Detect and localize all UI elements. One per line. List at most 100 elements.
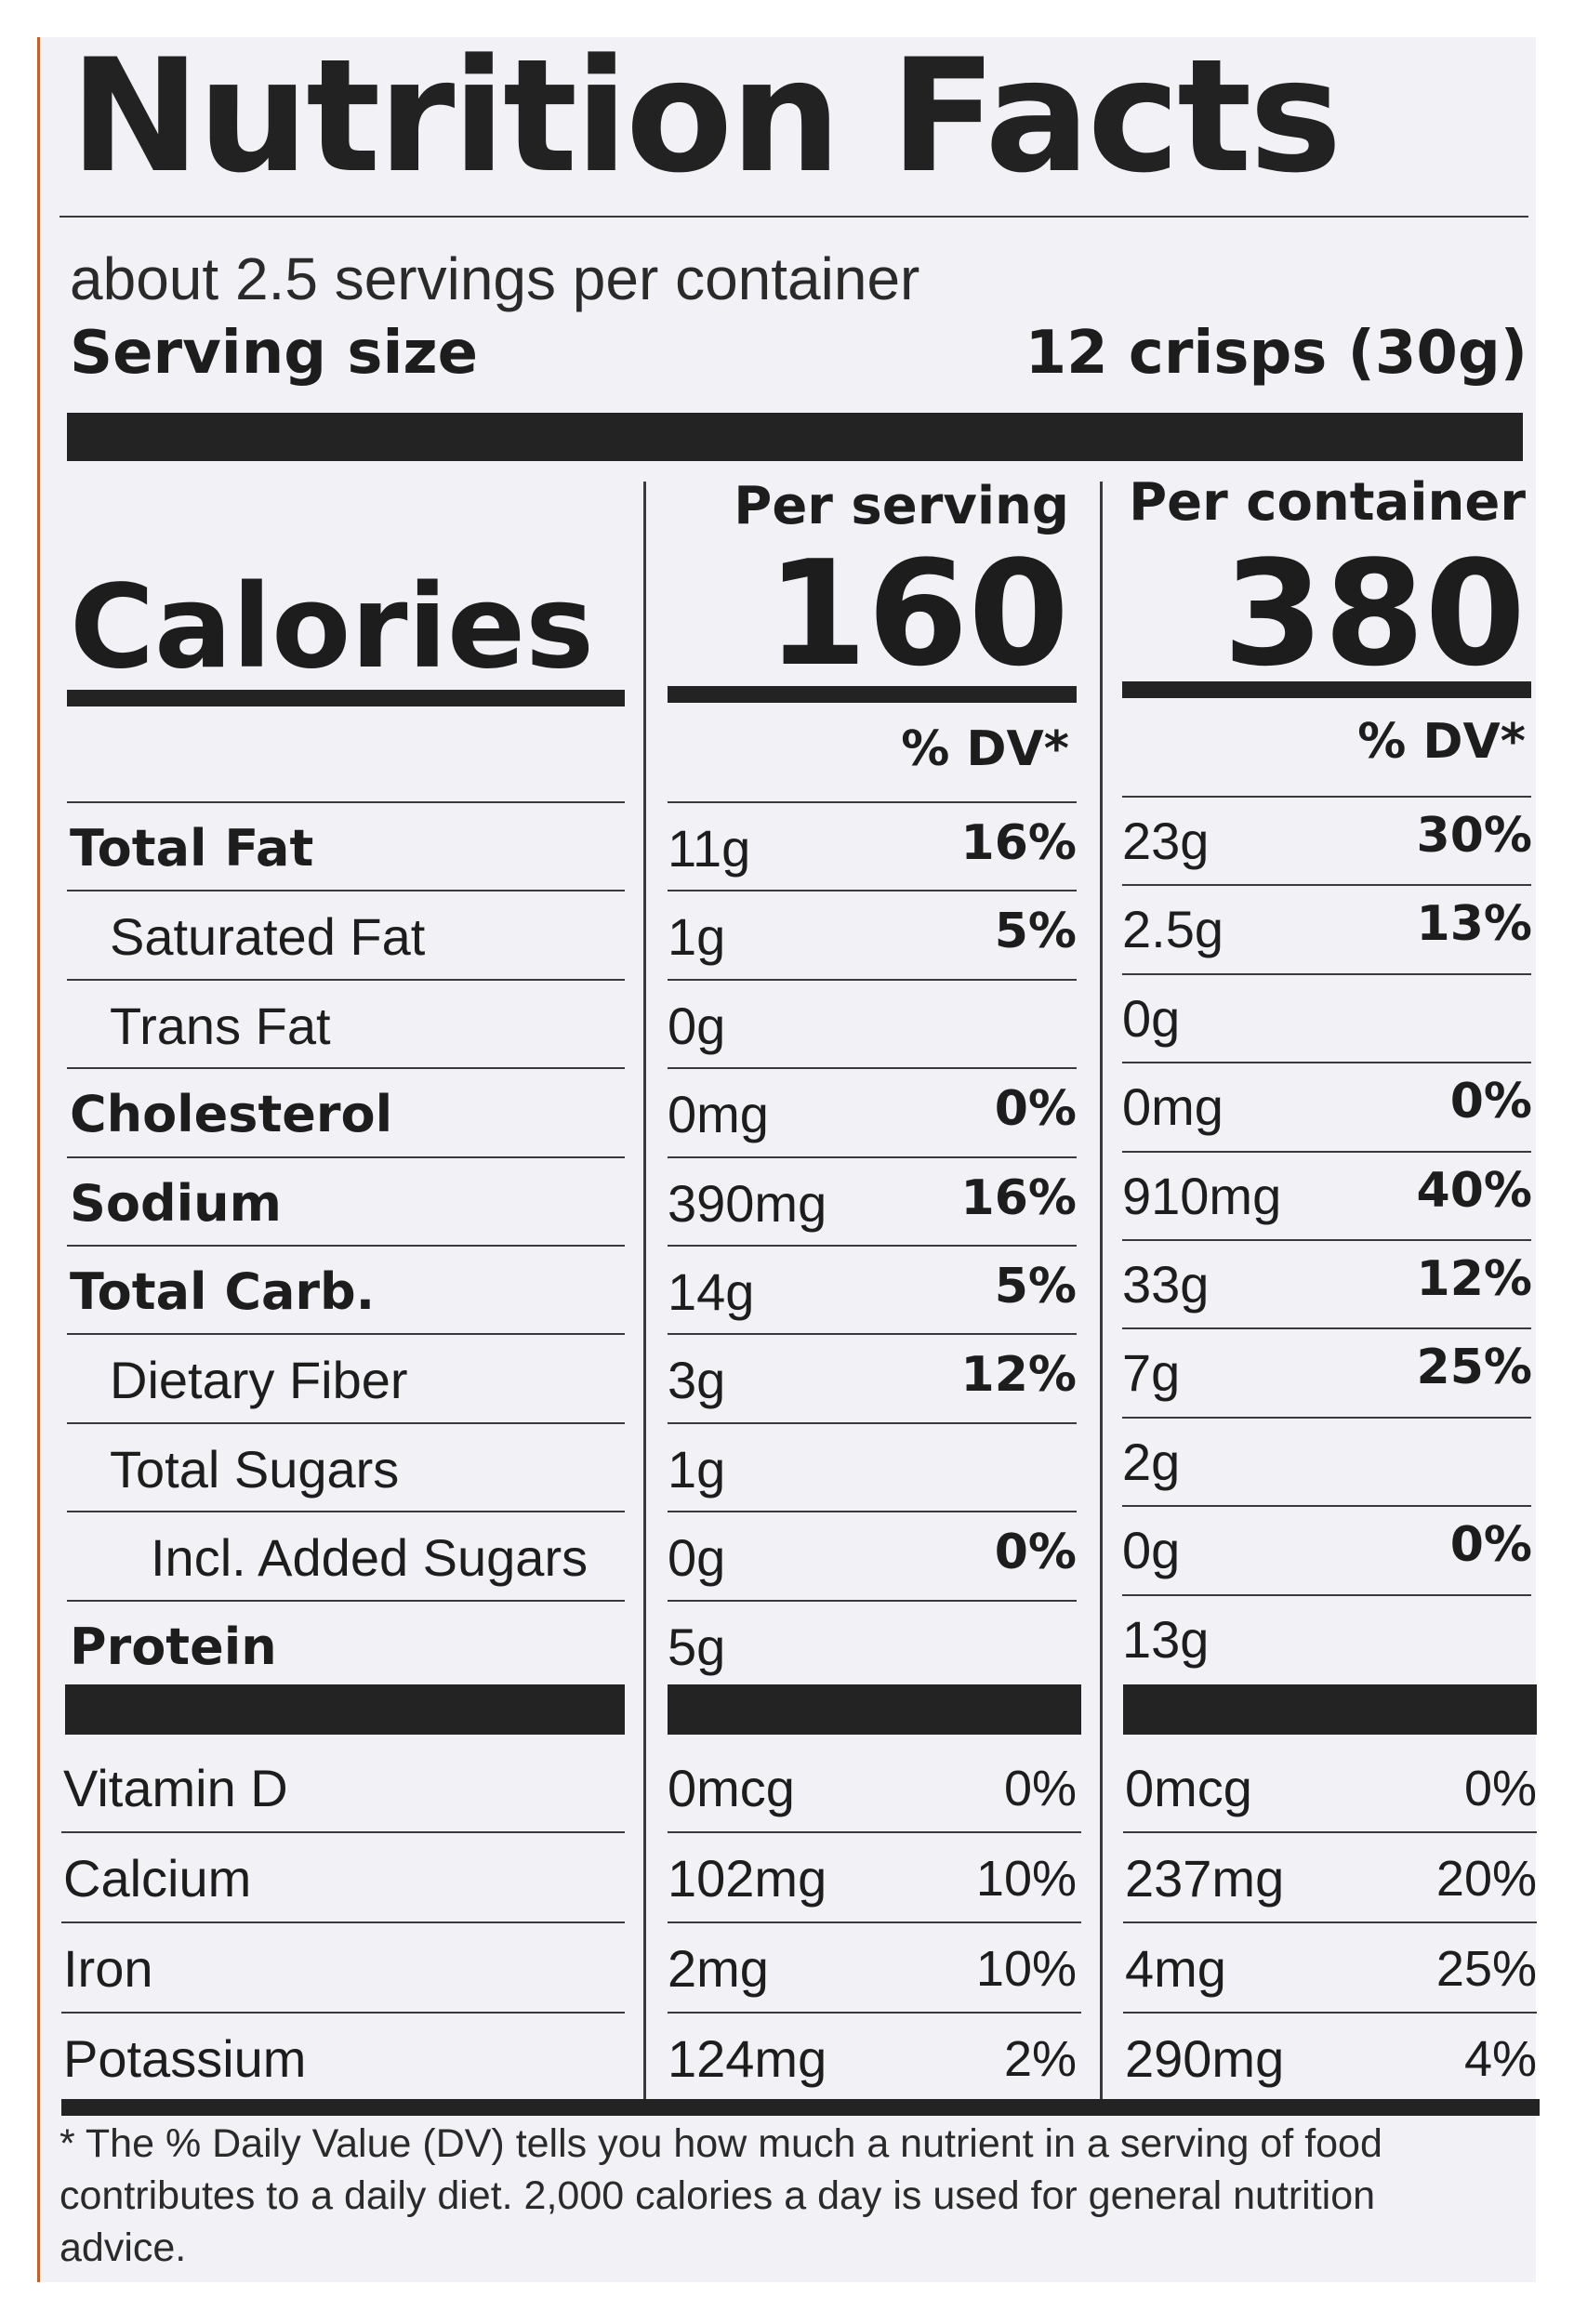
row-divider: [1122, 1327, 1531, 1330]
nutrient-serving-amount: 1g: [668, 907, 726, 967]
servings-per-container: about 2.5 servings per container: [70, 245, 920, 312]
row-divider: [668, 1333, 1077, 1336]
vitamin-serving-amount: 124mg: [668, 2029, 827, 2088]
nutrient-serving-amount: 3g: [668, 1351, 726, 1410]
nutrient-container-dv: 0%: [1449, 1074, 1532, 1130]
row-divider: [668, 1511, 1077, 1513]
vitamin-divider: [61, 2012, 625, 2014]
calories-bar-label: [67, 690, 625, 706]
nutrient-name: Dietary Fiber: [110, 1351, 408, 1410]
vitamin-divider: [1123, 1831, 1537, 1833]
nutrient-container-amount: 2.5g: [1122, 900, 1223, 959]
row-divider: [668, 801, 1077, 803]
nutrient-container-dv: 0%: [1449, 1517, 1532, 1574]
row-divider: [668, 1245, 1077, 1247]
nutrient-name: Incl. Added Sugars: [151, 1528, 589, 1588]
per-serving-header: Per serving: [734, 476, 1069, 536]
row-divider: [668, 978, 1077, 981]
vitamin-divider: [61, 1831, 625, 1833]
vitamin-divider: [668, 1831, 1081, 1833]
vitamin-divider: [668, 1921, 1081, 1923]
title-divider: [60, 216, 1528, 218]
nutrient-container-amount: 13g: [1122, 1609, 1210, 1669]
nutrient-container-amount: 23g: [1122, 812, 1210, 870]
vitamin-name: Calcium: [63, 1849, 252, 1908]
row-divider: [668, 1599, 1077, 1602]
nutrient-name: Sodium: [70, 1173, 282, 1233]
row-divider: [67, 1155, 625, 1158]
nutrient-serving-dv: 5%: [994, 1259, 1077, 1314]
calories-bar-container: [1122, 681, 1531, 698]
column-divider-container: [1100, 482, 1103, 2099]
vitamin-divider: [1123, 2012, 1537, 2014]
nutrient-name: Total Sugars: [110, 1439, 400, 1499]
footnote: * The % Daily Value (DV) tells you how m…: [60, 2121, 1382, 2270]
vitamin-divider: [668, 2012, 1081, 2014]
calories-bar-serving: [668, 686, 1077, 703]
row-divider: [668, 1421, 1077, 1424]
row-divider: [668, 890, 1077, 892]
label-title: Nutrition Facts: [70, 25, 1343, 207]
row-divider: [1122, 1150, 1531, 1153]
row-divider: [668, 1067, 1077, 1070]
nutrient-serving-amount: 1g: [668, 1439, 726, 1499]
row-divider: [1122, 1239, 1531, 1241]
nutrient-container-dv: 40%: [1416, 1162, 1532, 1219]
nutrient-container-amount: 0mg: [1122, 1077, 1223, 1137]
nutrient-container-amount: 33g: [1122, 1255, 1210, 1314]
row-divider: [67, 978, 625, 981]
row-divider: [668, 1155, 1077, 1158]
nutrient-serving-amount: 11g: [668, 819, 751, 878]
vitamin-container-amount: 0mcg: [1125, 1759, 1252, 1817]
nutrient-container-dv: 12%: [1416, 1251, 1532, 1307]
nutrient-name: Total Carb.: [70, 1262, 376, 1321]
row-divider: [1122, 972, 1531, 975]
row-divider: [1122, 796, 1531, 798]
row-divider: [67, 801, 625, 803]
nutrient-container-dv: 30%: [1416, 808, 1532, 864]
row-divider: [1122, 884, 1531, 887]
nutrient-container-amount: 910mg: [1122, 1166, 1282, 1225]
vitamin-serving-dv: 0%: [1003, 1761, 1077, 1816]
vitamin-bar-label: [65, 1684, 625, 1735]
nutrient-container-amount: 7g: [1122, 1343, 1181, 1403]
row-divider: [1122, 1505, 1531, 1508]
nutrient-serving-dv: 5%: [994, 904, 1077, 960]
nutrient-container-amount: 0g: [1122, 988, 1181, 1048]
vitamin-serving-dv: 2%: [1003, 2031, 1077, 2087]
row-divider: [1122, 1062, 1531, 1064]
vitamin-divider: [1123, 1921, 1537, 1923]
row-divider: [67, 1333, 625, 1336]
footnote-bar: [61, 2099, 1540, 2116]
calories-per-container: 380: [1223, 529, 1526, 698]
vitamin-bar-container: [1123, 1684, 1537, 1735]
vitamin-name: Iron: [63, 1939, 153, 1998]
vitamin-serving-amount: 2mg: [668, 1939, 769, 1998]
vitamin-bar-serving: [668, 1684, 1081, 1735]
vitamin-container-dv: 25%: [1435, 1941, 1537, 1997]
row-divider: [67, 890, 625, 892]
row-divider: [1122, 1593, 1531, 1596]
row-divider: [1122, 1416, 1531, 1419]
nutrition-panel: [37, 37, 1536, 2282]
nutrient-serving-amount: 14g: [668, 1262, 755, 1321]
nutrient-serving-amount: 0g: [668, 1528, 726, 1588]
vitamin-name: Vitamin D: [63, 1759, 288, 1817]
row-divider: [67, 1421, 625, 1424]
vitamin-divider: [61, 1921, 625, 1923]
serving-size-value: 12 crisps (30g): [1025, 319, 1528, 388]
row-divider: [67, 1067, 625, 1070]
nutrient-serving-dv: 0%: [994, 1081, 1077, 1138]
serving-size-label: Serving size: [70, 319, 479, 388]
vitamin-container-amount: 290mg: [1125, 2029, 1285, 2088]
vitamin-serving-dv: 10%: [975, 1851, 1077, 1907]
nutrient-name: Cholesterol: [70, 1085, 393, 1144]
vitamin-serving-amount: 0mcg: [668, 1759, 795, 1817]
nutrient-serving-amount: 5g: [668, 1617, 726, 1676]
row-divider: [67, 1245, 625, 1247]
vitamin-serving-amount: 102mg: [668, 1849, 827, 1908]
dv-header-container: % DV*: [1357, 714, 1526, 770]
vitamin-container-dv: 0%: [1463, 1761, 1537, 1816]
vitamin-container-amount: 4mg: [1125, 1939, 1226, 1998]
calories-label: Calories: [70, 561, 594, 694]
